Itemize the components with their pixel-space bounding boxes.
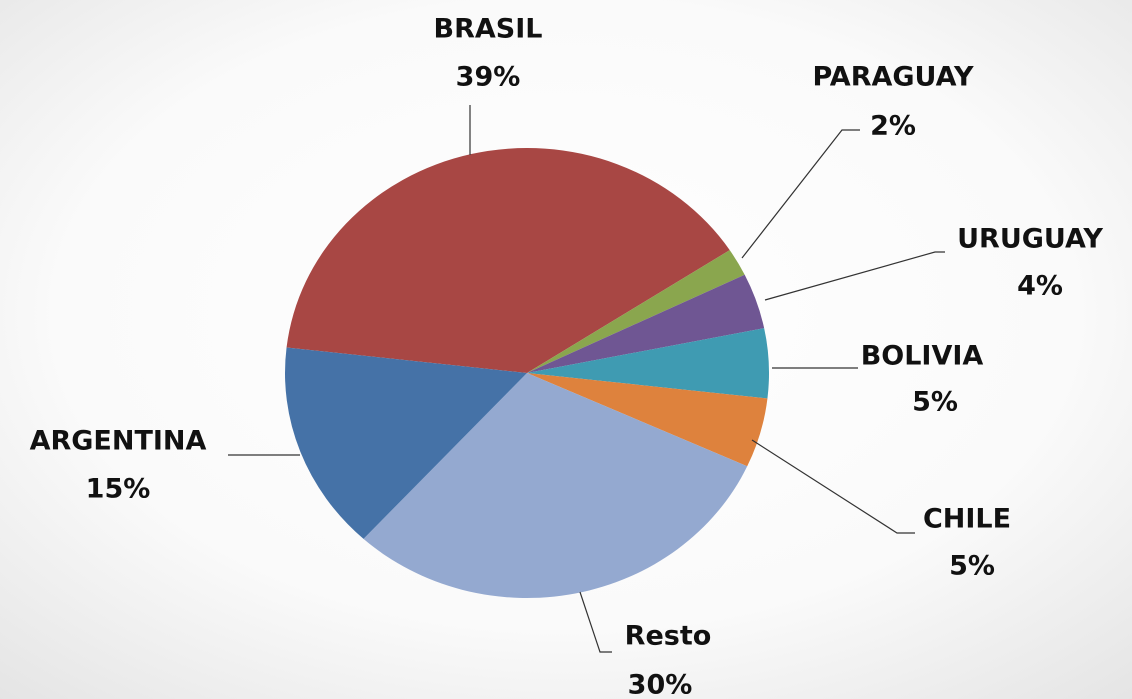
wedge	[284, 347, 527, 539]
wedge	[527, 328, 769, 399]
slice-label: BOLIVIA	[861, 341, 984, 372]
wedge	[527, 373, 768, 467]
leader-line	[764, 251, 945, 301]
leader-line	[579, 591, 612, 653]
wedge	[286, 148, 730, 373]
leader-line	[741, 129, 860, 259]
slice-label: URUGUAY	[957, 224, 1103, 255]
value-label: 5%	[912, 387, 958, 418]
value-label: 5%	[949, 551, 995, 582]
value-label: 39%	[456, 62, 521, 93]
slice-label: Resto	[625, 621, 712, 652]
leader-line	[751, 439, 915, 534]
slice-label: BRASIL	[434, 14, 543, 45]
wedge	[363, 373, 748, 598]
slice-label: CHILE	[923, 504, 1011, 535]
wedge	[527, 274, 765, 373]
value-label: 2%	[870, 111, 916, 142]
wedge	[527, 250, 745, 373]
slice-label: PARAGUAY	[812, 62, 973, 93]
slice-label: ARGENTINA	[30, 426, 207, 457]
value-label: 4%	[1017, 271, 1063, 302]
value-label: 30%	[628, 670, 693, 699]
value-label: 15%	[86, 474, 151, 505]
